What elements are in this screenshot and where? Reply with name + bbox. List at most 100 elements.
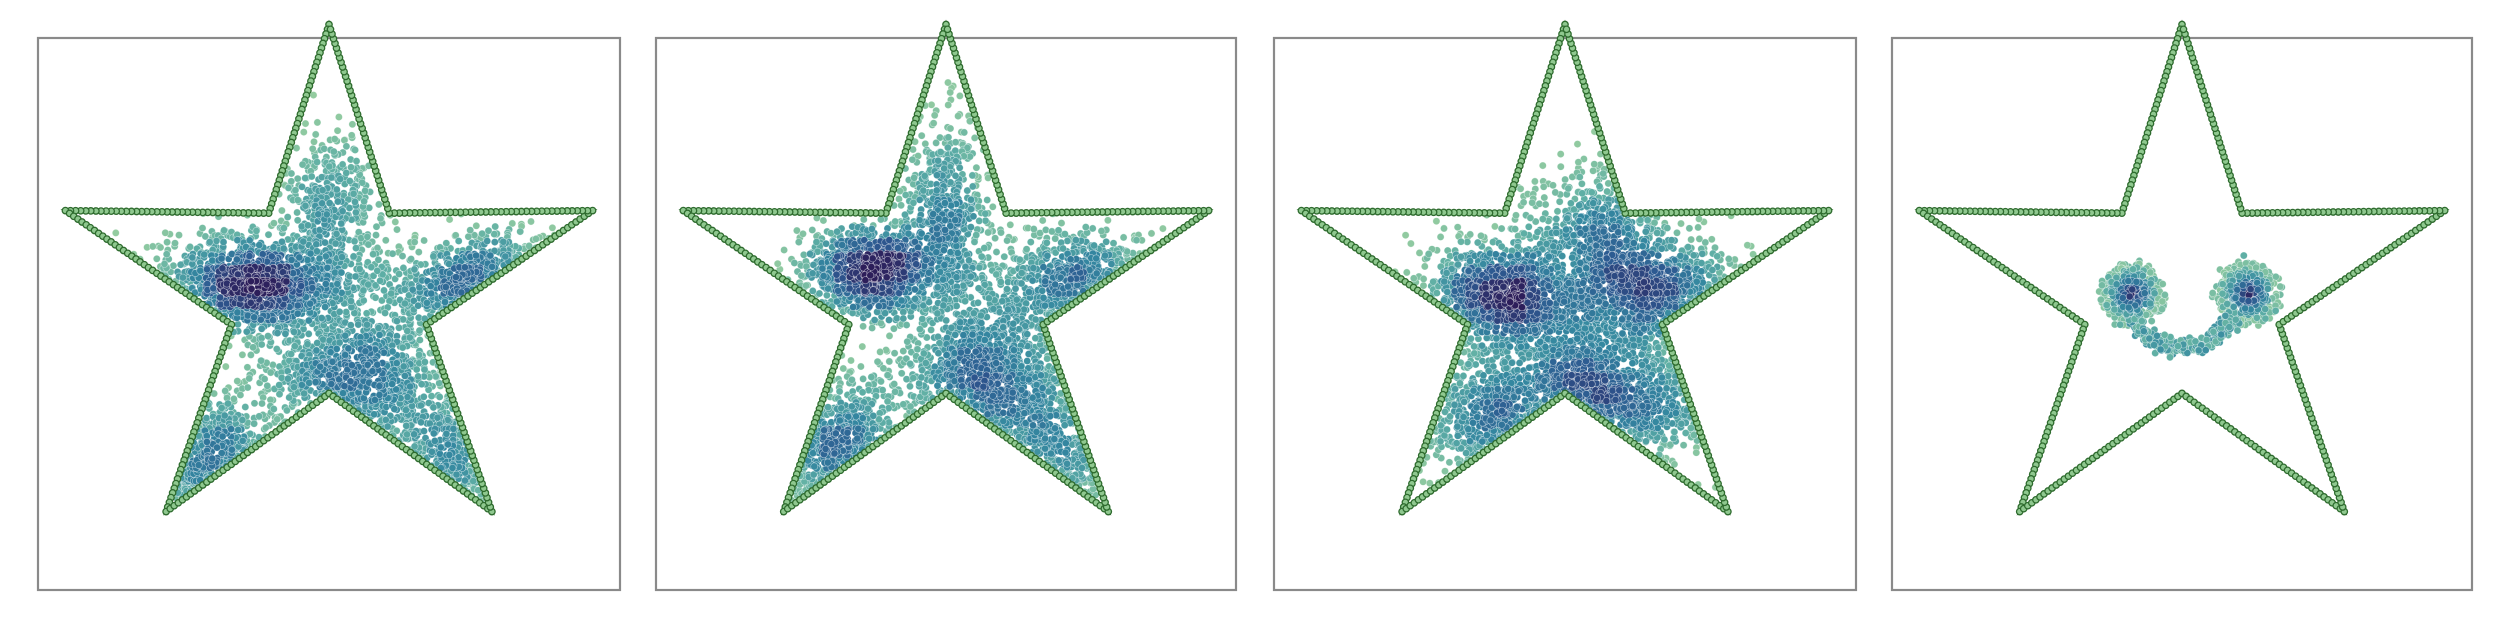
scatter-point [902,321,911,329]
scatter-point [208,454,217,463]
scatter-point [891,217,900,226]
scatter-point [347,361,356,370]
scatter-point [303,256,312,264]
scatter-point [478,229,486,238]
scatter-point [1104,216,1112,225]
scatter-point [891,387,899,396]
scatter-point [441,283,450,291]
scatter-point [408,285,417,294]
scatter-point [313,118,322,127]
scatter-point [344,344,353,353]
scatter-point [318,186,327,195]
scatter-point [198,224,207,232]
scatter-point [287,177,296,186]
scatter-point [359,286,368,295]
scatter-point [231,284,239,293]
scatter-point [527,217,535,226]
scatter-point [308,283,317,292]
scatter-point [372,231,380,239]
scatter-point [375,382,384,390]
scatter-point [883,397,892,406]
scatter-point [391,217,400,226]
scatter-point [312,346,321,355]
scatter-point [293,216,302,225]
scatter-point [508,219,517,228]
scatter-point [263,381,272,390]
scatter-point [1081,223,1090,231]
scatter-point [415,326,424,335]
scatter-point [797,271,806,280]
scatter-point [332,229,341,238]
scatter-point [329,147,338,156]
scatter-point [372,222,381,231]
scatter-point [156,243,165,252]
scatter-point [284,374,292,383]
scatter-point [260,375,269,383]
scatter-point [227,445,236,454]
scatter-point [373,266,382,275]
scatter-point [839,364,848,373]
scatter-point [293,196,302,204]
scatter-point [352,157,361,165]
scatter-point [363,360,372,369]
scatter-point [264,332,272,340]
scatter-point [374,200,383,209]
scatter-point [885,331,894,340]
scatter-point [148,242,157,251]
scatter-point [238,416,247,424]
scatter-point [337,219,346,228]
scatter-point [890,349,899,358]
scatter-point [297,282,306,290]
scatter-point [996,278,1005,286]
scatter-point [278,237,286,246]
scatter-point [414,248,423,256]
scatter-point [399,362,408,371]
scatter-point [212,236,221,245]
scatter-point [205,238,214,246]
scatter-point [878,386,887,394]
scatter-point [293,309,302,318]
scatter-point [448,463,457,472]
scatter-point [858,388,867,397]
scatter-point [819,216,828,225]
scatter-point [445,450,454,459]
scatter-point [287,255,296,264]
scatter-point [442,429,451,438]
scatter-point [364,280,373,289]
scatter-point [1003,236,1011,245]
scatter-point [873,357,882,366]
scatter-point [369,250,377,259]
scatter-point [460,263,469,272]
scatter-point [275,381,284,389]
scatter-point [392,317,401,325]
scatter-point [229,394,238,403]
scatter-point [245,236,254,245]
scatter-point [395,323,403,332]
scatter-point [218,432,227,441]
scatter-point [407,255,415,263]
scatter-point [980,244,989,252]
scatter-point [420,427,428,435]
scatter-point [255,412,264,421]
scatter-point [794,238,803,246]
scatter-point [194,461,203,469]
scatter-point [1147,229,1156,238]
scatter-point [936,148,945,156]
scatter-point [337,268,346,277]
scatter-point [273,415,282,424]
scatter-point [374,324,383,332]
scatter-point [876,347,884,356]
scatter-point [897,369,906,378]
scatter-point [1159,224,1167,233]
scatter-point [429,429,438,438]
scatter-point [246,298,255,307]
scatter-point [381,309,389,317]
scatter-point [243,363,252,372]
scatter-point [835,387,844,396]
scatter-point [331,286,340,295]
scatter-point [291,186,300,195]
scatter-point [422,298,431,307]
scatter-point [258,399,266,408]
scatter-point [325,199,334,207]
scatter-point [388,380,396,388]
